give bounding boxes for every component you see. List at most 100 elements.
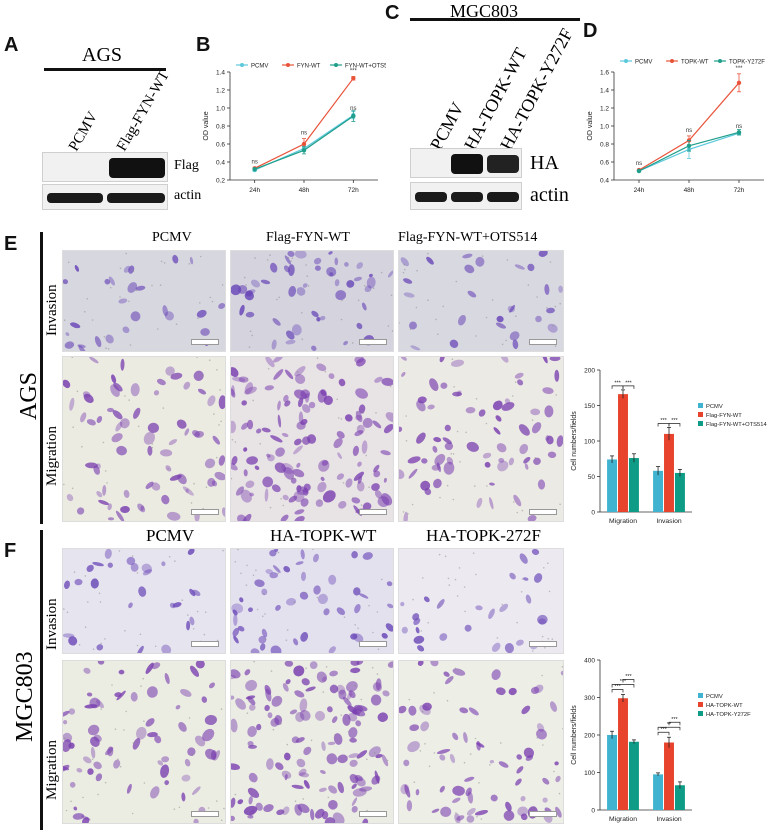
legend-swatch: [698, 403, 703, 408]
scale-bar: [359, 339, 387, 345]
scale-bar: [191, 641, 219, 647]
legend-marker: [334, 63, 338, 67]
scale-bar: [191, 509, 219, 515]
x-tick-label: 24h: [249, 187, 260, 194]
data-point: [351, 76, 356, 81]
scale-bar: [191, 811, 219, 817]
data-point: [636, 168, 642, 174]
significance-bracket: [622, 679, 635, 683]
significance-bracket: [657, 726, 681, 731]
y-axis-label: Cell numbers/fields: [571, 411, 578, 471]
legend-label: PCMV: [706, 404, 723, 410]
x-tick-label: Invasion: [656, 816, 682, 823]
micrograph-migration-pcmv: [62, 356, 226, 522]
western-blot-actin-a: [42, 184, 168, 210]
significance-label: ***: [620, 679, 627, 685]
y-tick-label: 1.0: [216, 106, 225, 113]
panel-label-f: F: [4, 540, 17, 562]
y-tick-label: 100: [584, 770, 595, 777]
significance-label: ***: [350, 69, 358, 75]
actin-band: [107, 193, 165, 203]
cell-stain-texture: [63, 357, 225, 521]
y-tick-label: 200: [584, 733, 595, 740]
scale-bar: [359, 811, 387, 817]
panel-label-c: C: [385, 2, 400, 24]
significance-label: ns: [686, 128, 692, 134]
legend-label: HA-TOPK-Y272F: [706, 712, 751, 718]
blot-label-actin: actin: [174, 188, 202, 203]
panel-label-e: E: [4, 233, 18, 255]
actin-band: [47, 193, 103, 203]
cell-stain-texture: [231, 357, 393, 521]
bar: [628, 741, 639, 810]
cell-stain-texture: [63, 661, 225, 823]
y-tick-label: 150: [584, 403, 595, 410]
western-blot-ha: [410, 148, 522, 178]
micrograph-migration-fyn-wt: [230, 356, 394, 522]
x-tick-label: 24h: [634, 187, 645, 194]
y-tick-label: 1.2: [216, 88, 225, 95]
bar: [618, 698, 628, 810]
y-tick-label: 0.6: [600, 160, 609, 167]
significance-label: ***: [614, 684, 621, 690]
flag-band: [109, 158, 165, 178]
y-tick-label: 100: [584, 439, 595, 446]
legend-label: Flag-FYN-WT+OTS514: [706, 422, 767, 428]
significance-label: ***: [660, 727, 667, 733]
significance-label: ns: [301, 131, 307, 137]
column-label: Flag-FYN-WT: [266, 230, 350, 245]
y-tick-label: 0.8: [600, 142, 609, 149]
legend-label: PCMV: [706, 694, 723, 700]
line-chart-d: 0.4 0.6 0.8 1.0 1.2 1.4 1.6 24h 48h 72h OD value PC…: [587, 59, 765, 194]
legend-label: Flag-FYN-WT: [706, 413, 742, 419]
data-point: [252, 167, 257, 172]
row-label-migration: Migration: [44, 740, 60, 800]
panel-c-header-bar: [410, 18, 580, 21]
scale-bar: [529, 811, 557, 817]
micrograph-migration-pcmv: [62, 660, 226, 824]
data-point: [736, 130, 742, 135]
y-tick-label: 300: [584, 695, 595, 702]
significance-label: ***: [625, 674, 632, 680]
significance-label: ***: [735, 66, 743, 72]
data-point: [736, 80, 742, 85]
significance-bracket: [622, 385, 635, 389]
panel-e-cell-line: AGS: [16, 371, 42, 420]
scale-bar: [529, 641, 557, 647]
cell-stain-texture: [63, 252, 225, 351]
blot-label-actin: actin: [530, 184, 569, 206]
legend-marker: [718, 59, 722, 63]
micrograph-invasion-topk-272f: [398, 548, 564, 654]
line-chart-b: 0.2 0.4 0.6 0.8 1.0 1.2 1.4 24h 48h 72h OD value PC…: [203, 63, 386, 194]
bar-chart-e: 0 50 100 150 200 Cell numbers/fields Migration…: [571, 368, 767, 526]
bar: [674, 472, 685, 512]
data-point: [301, 141, 307, 147]
row-label-invasion: Invasion: [44, 598, 60, 650]
ha-band: [487, 155, 519, 173]
bar: [664, 433, 674, 512]
cell-stain-texture: [399, 357, 563, 521]
x-tick-label: 48h: [299, 187, 310, 194]
y-tick-label: 0: [591, 808, 595, 815]
significance-label: ***: [625, 380, 632, 386]
bar: [618, 394, 628, 512]
panel-label-b: B: [196, 34, 211, 56]
column-label: HA-TOPK-272F: [426, 526, 541, 545]
actin-band: [451, 192, 483, 202]
legend-swatch: [698, 702, 703, 707]
y-tick-label: 200: [584, 368, 595, 375]
micrograph-migration-topk-272f: [398, 660, 564, 824]
micrograph-migration-fyn-ots514: [398, 356, 564, 522]
cell-stain-texture: [231, 251, 393, 351]
panel-a-lane-label: Flag-FYN-WT: [114, 68, 173, 154]
y-tick-label: 0: [591, 510, 595, 517]
y-tick-label: 0.6: [216, 142, 225, 149]
micrograph-invasion-fyn-wt: [230, 250, 394, 352]
scale-bar: [359, 509, 387, 515]
y-tick-label: 0.4: [600, 178, 609, 185]
panel-a-lane-label: PCMV: [66, 109, 102, 154]
western-blot-actin-c: [410, 182, 522, 210]
significance-label: ns: [636, 161, 642, 167]
legend-swatch: [698, 421, 703, 426]
bar: [674, 785, 685, 810]
